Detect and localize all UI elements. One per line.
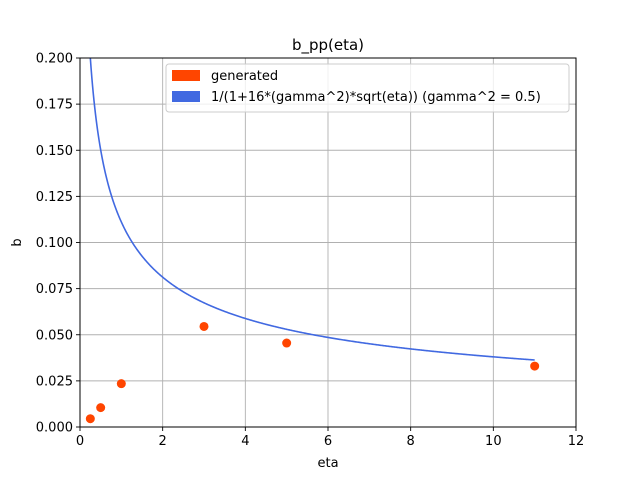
y-tick-label: 0.175: [36, 98, 73, 113]
x-axis-label: eta: [317, 456, 338, 471]
legend: generated 1/(1+16*(gamma^2)*sqrt(eta)) (…: [165, 63, 570, 113]
y-tick-label: 0.050: [36, 328, 73, 343]
data-point-generated: [282, 338, 292, 348]
legend-label-formula: 1/(1+16*(gamma^2)*sqrt(eta)) (gamma^2 = …: [211, 90, 541, 105]
x-tick-label: 12: [568, 434, 585, 449]
data-point-generated: [116, 379, 126, 389]
legend-swatch-formula: [172, 91, 200, 102]
data-point-generated: [96, 403, 106, 413]
chart-title: b_pp(eta): [292, 36, 364, 55]
x-tick-label: 4: [241, 434, 249, 449]
x-tick-label: 10: [485, 434, 502, 449]
y-tick-label: 0.075: [36, 282, 73, 297]
y-tick-label: 0.200: [36, 52, 73, 67]
series-line-formula: [89, 57, 535, 361]
y-tick-label: 0.025: [36, 374, 73, 389]
y-axis-label: b: [10, 238, 25, 246]
legend-box: [165, 63, 570, 113]
y-tick-label: 0.100: [36, 236, 73, 251]
data-point-generated: [85, 414, 95, 424]
y-axis-ticks: 0.000 0.025 0.050 0.075 0.100 0.125 0.150 0.175…: [36, 52, 80, 436]
y-tick-label: 0.125: [36, 190, 73, 205]
y-tick-label: 0.000: [36, 421, 73, 436]
x-tick-label: 2: [159, 434, 167, 449]
x-tick-label: 6: [324, 434, 332, 449]
legend-swatch-generated: [172, 70, 200, 81]
x-axis-ticks: 0 2 4 6 8 10 12: [76, 427, 584, 449]
y-tick-label: 0.150: [36, 144, 73, 159]
grid: [79, 57, 577, 428]
points-layer: [85, 321, 540, 424]
legend-label-generated: generated: [211, 69, 278, 84]
curve-layer: [89, 57, 535, 361]
data-point-generated: [199, 321, 209, 331]
data-point-generated: [530, 361, 540, 371]
x-tick-label: 8: [407, 434, 415, 449]
x-tick-label: 0: [76, 434, 84, 449]
